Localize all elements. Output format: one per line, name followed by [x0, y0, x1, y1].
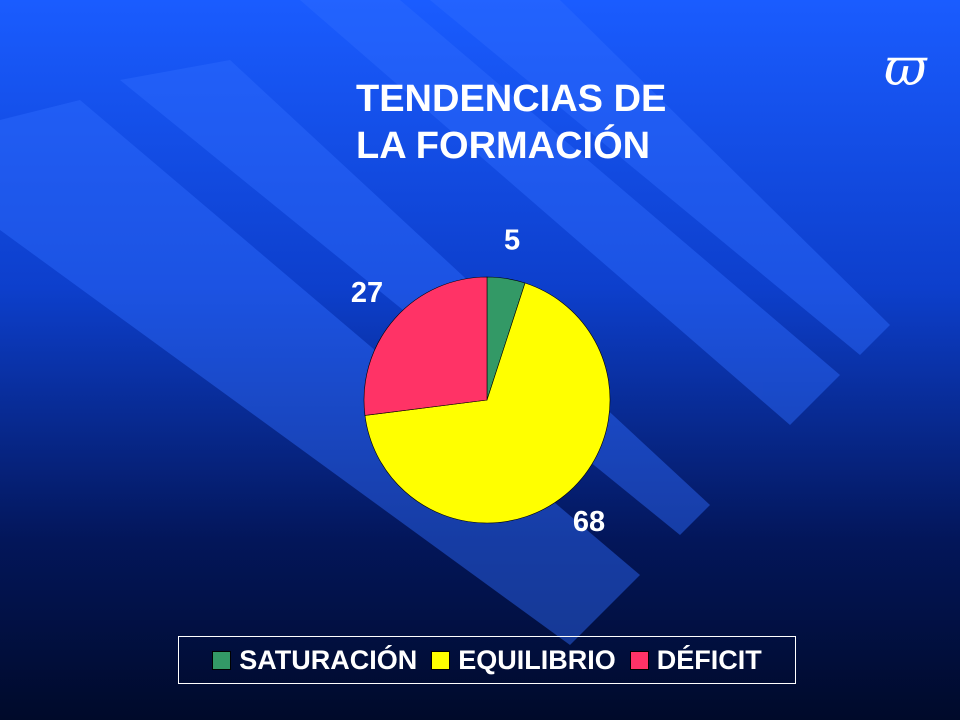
stripe — [430, 0, 890, 355]
legend-item: DÉFICIT — [629, 644, 762, 676]
chart-title: TENDENCIAS DE LA FORMACIÓN — [356, 78, 667, 167]
pie-slice — [363, 276, 488, 416]
data-label: 5 — [504, 225, 520, 257]
stripe — [300, 0, 840, 425]
data-label: 27 — [351, 277, 383, 309]
legend-item: EQUILIBRIO — [431, 645, 616, 676]
legend-label: SATURACIÓN — [239, 644, 418, 675]
legend-label: EQUILIBRIO — [458, 644, 616, 675]
legend-label: DÉFICIT — [656, 644, 762, 675]
legend: SATURACIÓN EQUILIBRIO DÉFICIT — [178, 636, 796, 684]
pie-slice — [364, 282, 611, 524]
legend-swatch — [629, 650, 649, 670]
legend-swatch — [431, 650, 451, 670]
logo: ϖ — [884, 38, 927, 98]
legend-swatch — [212, 650, 232, 670]
legend-item: SATURACIÓN — [212, 645, 417, 676]
data-label: 68 — [573, 506, 605, 538]
